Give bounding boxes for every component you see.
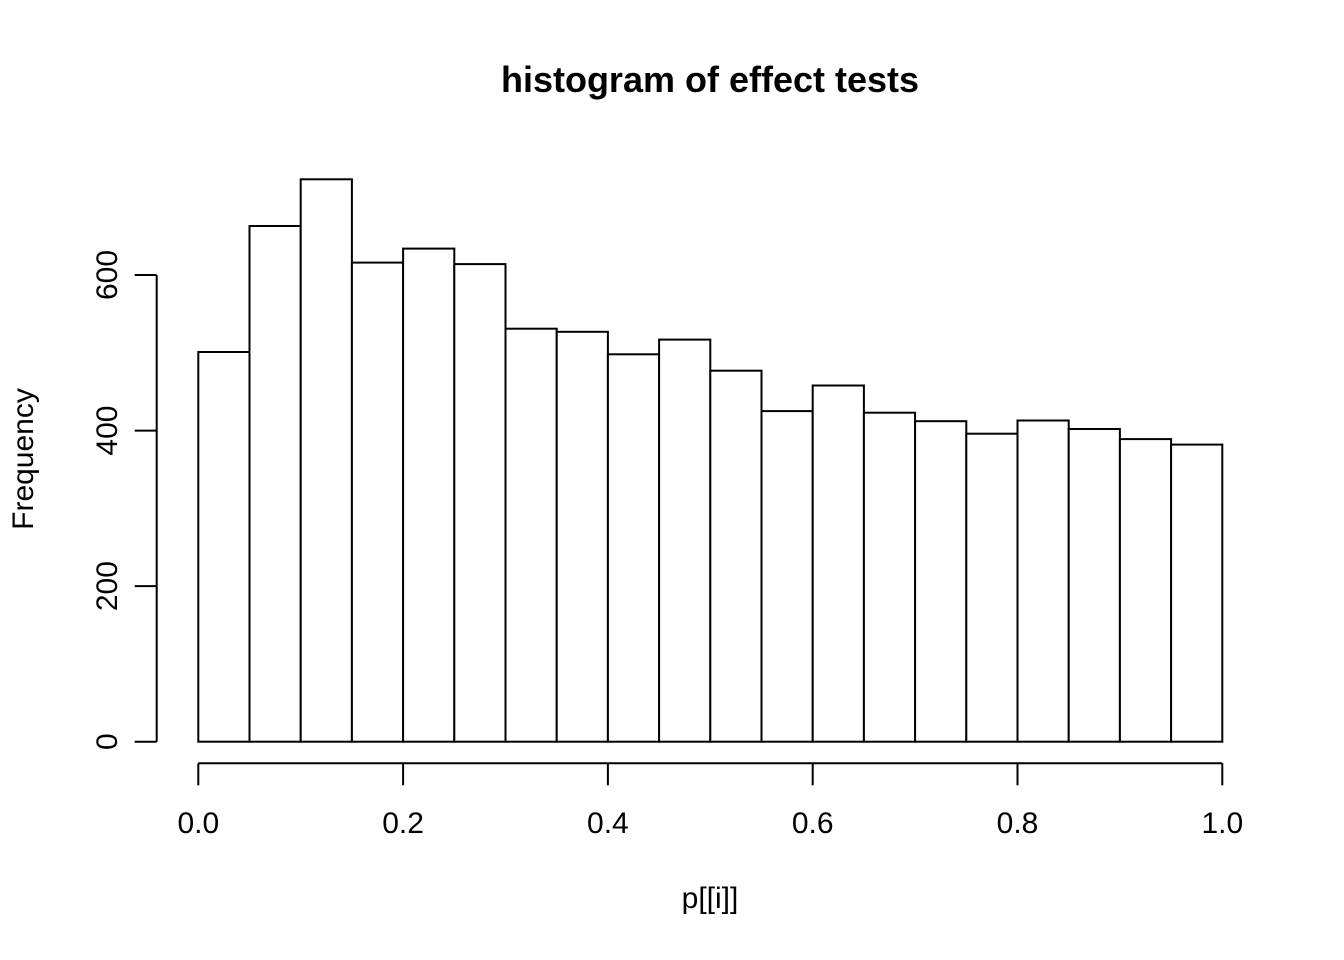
x-tick-label: 0.8 xyxy=(997,807,1039,840)
histogram-bar xyxy=(658,338,712,743)
y-tick-label: 0 xyxy=(91,733,124,750)
histogram-bar xyxy=(350,261,405,743)
histogram-bar xyxy=(504,327,558,743)
x-tick-label: 1.0 xyxy=(1201,807,1243,840)
bars-group xyxy=(197,178,1224,743)
histogram-bar xyxy=(965,432,1019,743)
y-axis: 0 200 400 600 xyxy=(91,250,158,750)
histogram-bar xyxy=(914,420,968,743)
x-tick-label: 0.4 xyxy=(587,807,629,840)
histogram-bar xyxy=(453,263,507,743)
chart-title: histogram of effect tests xyxy=(501,59,919,100)
histogram-bar xyxy=(1067,428,1121,743)
histogram-bar xyxy=(299,178,353,743)
x-axis: 0.0 0.2 0.4 0.6 0.8 1.0 xyxy=(177,762,1243,840)
histogram-bar xyxy=(709,369,763,743)
histogram-bar xyxy=(248,225,302,743)
histogram-bar xyxy=(1118,438,1173,743)
histogram-bar xyxy=(606,353,661,743)
y-axis-label: Frequency xyxy=(7,388,40,530)
histogram-bar xyxy=(197,351,251,743)
y-tick-label: 400 xyxy=(91,406,124,456)
histogram-bar xyxy=(862,411,917,743)
histogram-bar xyxy=(760,410,814,743)
x-tick-label: 0.6 xyxy=(792,807,834,840)
y-tick-label: 200 xyxy=(91,561,124,611)
histogram-bar xyxy=(402,247,456,743)
histogram-bar xyxy=(555,330,609,743)
x-tick-label: 0.2 xyxy=(382,807,424,840)
histogram-bar xyxy=(1170,443,1224,743)
x-tick-label: 0.0 xyxy=(177,807,219,840)
histogram-bar xyxy=(811,384,865,743)
y-tick-label: 600 xyxy=(91,250,124,300)
histogram-bar xyxy=(1016,419,1070,743)
x-axis-label: p[[i]] xyxy=(682,882,739,915)
